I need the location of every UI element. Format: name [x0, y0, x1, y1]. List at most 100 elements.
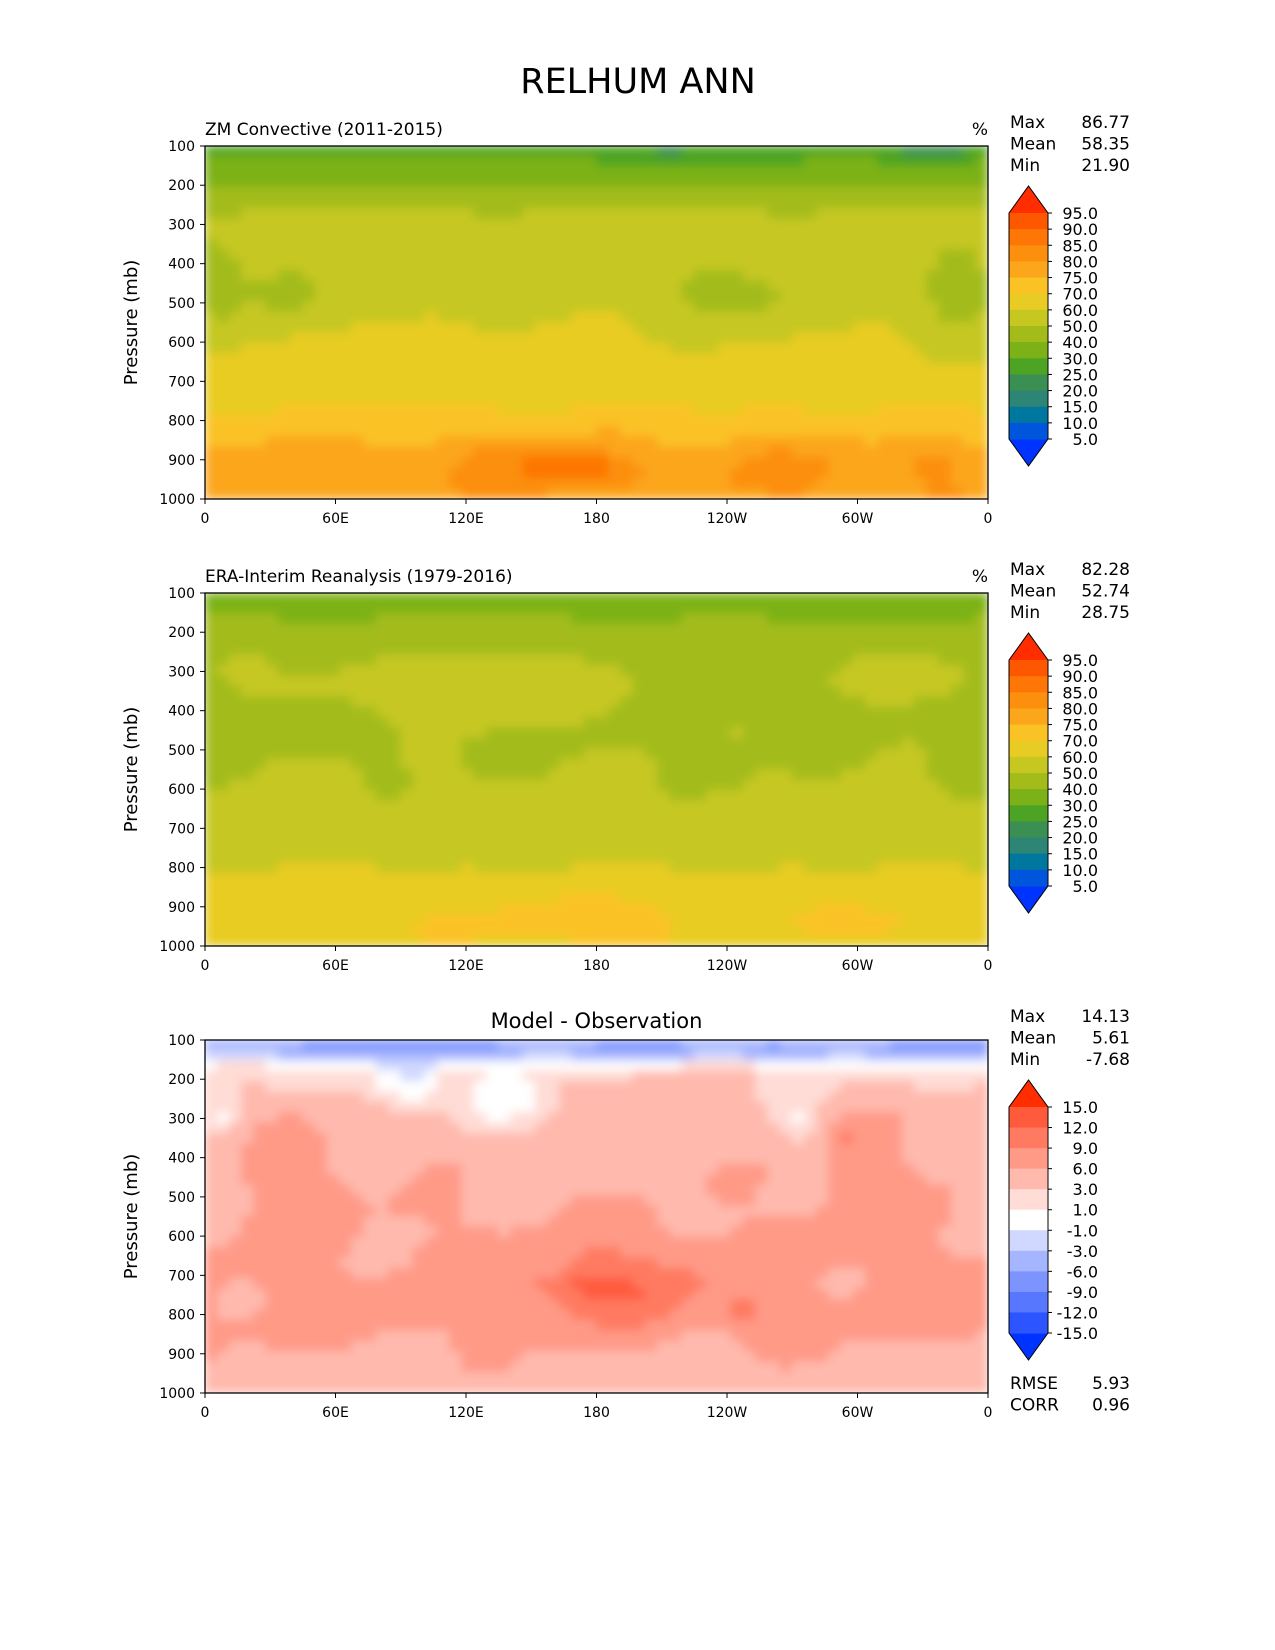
heatmap-cell	[400, 415, 414, 427]
heatmap-cell	[706, 696, 720, 708]
heatmap-cell	[314, 259, 328, 272]
heatmap-cell	[632, 1070, 646, 1083]
heatmap-cell	[253, 852, 267, 864]
heatmap-cell	[693, 290, 708, 303]
heatmap-cell	[975, 665, 988, 677]
heatmap-cell	[926, 488, 940, 499]
heatmap-cell	[290, 706, 304, 719]
heatmap-cell	[290, 322, 304, 334]
heatmap-cell	[730, 311, 744, 323]
heatmap-cell	[339, 914, 353, 926]
heatmap-cell	[657, 394, 671, 407]
heatmap-cell	[265, 488, 279, 499]
heatmap-cell	[632, 384, 646, 396]
heatmap-cell	[938, 924, 952, 937]
heatmap-cell	[975, 322, 988, 334]
heatmap-cell	[326, 259, 341, 272]
heatmap-cell	[253, 831, 267, 843]
heatmap-cell	[265, 602, 279, 615]
heatmap-cell	[791, 852, 805, 864]
heatmap-cell	[424, 800, 438, 812]
heatmap-cell	[620, 384, 634, 396]
heatmap-cell	[693, 1040, 708, 1051]
heatmap-cell	[767, 654, 781, 667]
heatmap-cell	[559, 852, 573, 864]
heatmap-cell	[547, 696, 561, 708]
heatmap-cell	[681, 914, 695, 926]
heatmap-cell	[644, 176, 659, 189]
heatmap-cell	[302, 166, 316, 178]
heatmap-cell	[228, 935, 243, 946]
heatmap-cell	[388, 831, 402, 843]
heatmap-cell	[620, 342, 634, 355]
heatmap-cell	[803, 717, 818, 729]
heatmap-cell	[400, 290, 414, 303]
heatmap-cell	[424, 935, 438, 946]
heatmap-cell	[277, 914, 292, 926]
heatmap-cell	[681, 207, 695, 220]
heatmap-cell	[412, 800, 426, 812]
heatmap-cell	[339, 706, 353, 719]
heatmap-cell	[706, 373, 720, 386]
heatmap-cell	[803, 1060, 818, 1072]
heatmap-cell	[412, 810, 426, 822]
heatmap-cell	[400, 1040, 414, 1051]
heatmap-cell	[718, 1101, 732, 1114]
heatmap-cell	[657, 322, 671, 334]
heatmap-cell	[400, 384, 414, 396]
heatmap-cell	[852, 456, 867, 469]
heatmap-cell	[901, 623, 916, 636]
heatmap-cell	[449, 301, 463, 313]
heatmap-cell	[706, 353, 720, 365]
heatmap-cell	[706, 488, 720, 499]
heatmap-cell	[473, 436, 487, 448]
heatmap-cell	[510, 1040, 524, 1051]
heatmap-cell	[277, 831, 292, 843]
heatmap-cell	[742, 903, 757, 916]
heatmap-cell	[547, 935, 561, 946]
heatmap-cell	[632, 1040, 646, 1051]
heatmap-cell	[510, 1081, 524, 1093]
heatmap-cell	[485, 737, 500, 750]
heatmap-cell	[779, 301, 793, 313]
heatmap-cell	[449, 872, 463, 885]
heatmap-cell	[620, 373, 634, 386]
heatmap-cell	[901, 176, 916, 189]
heatmap-cell	[339, 249, 353, 261]
colorbar-level-label: 5.0	[1073, 430, 1098, 449]
heatmap-cell	[755, 1060, 769, 1072]
heatmap-cell	[767, 155, 781, 168]
heatmap-cell	[767, 727, 781, 739]
heatmap-cell	[290, 1060, 304, 1072]
heatmap-cell	[253, 363, 267, 375]
heatmap-cell	[205, 903, 218, 916]
heatmap-cell	[314, 311, 328, 323]
heatmap-cell	[938, 935, 952, 946]
heatmap-cell	[326, 363, 341, 375]
heatmap-cell	[755, 446, 769, 458]
heatmap-cell	[277, 789, 292, 802]
heatmap-cell	[510, 706, 524, 719]
heatmap-cell	[228, 903, 243, 916]
heatmap-cell	[461, 467, 475, 479]
heatmap-cell	[534, 1040, 549, 1051]
heatmap-cell	[216, 1049, 230, 1062]
y-tick-label: 900	[168, 453, 195, 469]
heatmap-cell	[290, 270, 304, 282]
heatmap-cell	[901, 706, 916, 719]
heatmap-cell	[791, 146, 805, 157]
heatmap-cell	[461, 1049, 475, 1062]
heatmap-cell	[669, 644, 683, 656]
heatmap-cell	[865, 166, 879, 178]
heatmap-cell	[583, 602, 597, 615]
heatmap-cell	[828, 644, 842, 656]
heatmap-cell	[363, 748, 377, 760]
heatmap-cell	[791, 675, 805, 687]
heatmap-cell	[669, 322, 683, 334]
heatmap-cell	[277, 893, 292, 905]
heatmap-cell	[865, 914, 879, 926]
heatmap-cell	[877, 737, 891, 750]
heatmap-cell	[241, 675, 255, 687]
heatmap-cell	[228, 436, 243, 448]
heatmap-cell	[363, 665, 377, 677]
